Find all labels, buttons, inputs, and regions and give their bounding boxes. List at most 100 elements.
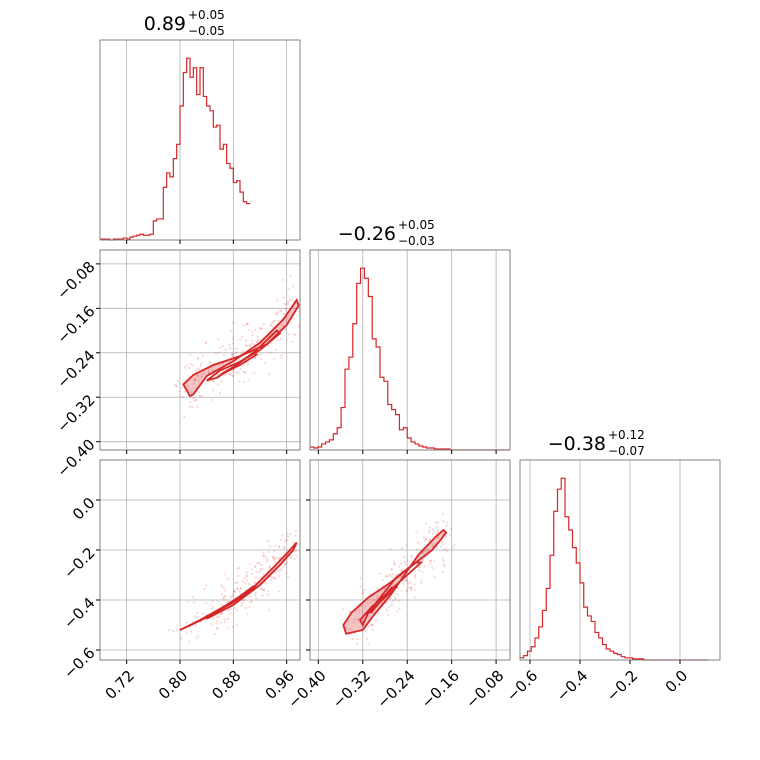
scatter-point (405, 579, 408, 583)
scatter-point (237, 371, 240, 374)
scatter-point (194, 379, 197, 383)
scatter-point (259, 353, 262, 356)
scatter-point (366, 601, 369, 605)
scatter-point (410, 554, 413, 557)
scatter-point (241, 580, 244, 583)
scatter-point (448, 533, 452, 536)
scatter-point (275, 348, 278, 351)
scatter-point (260, 327, 263, 330)
scatter-point (201, 375, 204, 378)
scatter-point (205, 341, 208, 344)
scatter-point (173, 383, 176, 386)
scatter-point (425, 522, 428, 525)
scatter-point (398, 565, 401, 568)
scatter-point (400, 569, 404, 572)
scatter-point (435, 530, 439, 534)
y-tick-label-p1: −0.24 (53, 347, 98, 392)
scatter-point (294, 534, 297, 537)
scatter-point (251, 339, 254, 342)
scatter-point (306, 565, 308, 567)
scatter-point (262, 588, 265, 591)
scatter-point (430, 565, 433, 568)
scatter-point (282, 565, 285, 568)
scatter-point (390, 601, 393, 605)
scatter-point (229, 612, 232, 615)
scatter-point (236, 581, 239, 584)
scatter-point (341, 608, 345, 611)
scatter-point (191, 397, 195, 400)
scatter-point (194, 616, 197, 619)
scatter-point (259, 358, 262, 361)
scatter-point (201, 612, 204, 615)
scatter-point (398, 607, 401, 610)
scatter-point (245, 571, 248, 574)
scatter-point (179, 395, 182, 398)
scatter-point (305, 556, 307, 558)
scatter-point (280, 356, 283, 360)
scatter-point (371, 623, 374, 626)
scatter-point (396, 593, 399, 596)
scatter-point (274, 571, 277, 574)
scatter-point (198, 368, 201, 371)
scatter-point (197, 379, 201, 382)
scatter-point (435, 525, 438, 528)
scatter-point (262, 323, 265, 326)
scatter-point (230, 353, 234, 356)
scatter-point (420, 578, 423, 581)
scatter-point (192, 364, 195, 367)
scatter-point (231, 355, 234, 358)
scatter-point (234, 607, 237, 610)
scatter-point (195, 369, 198, 373)
scatter-point (236, 587, 239, 591)
scatter-point (210, 622, 213, 626)
scatter-point (230, 373, 233, 376)
scatter-point (239, 352, 243, 355)
scatter-point (192, 399, 196, 402)
scatter-point (200, 375, 203, 378)
scatter-point (279, 568, 283, 571)
scatter-point (278, 545, 281, 548)
panel-frame (519, 459, 721, 661)
scatter-point (191, 405, 194, 409)
scatter-point (293, 557, 296, 561)
scatter-point (428, 526, 431, 529)
scatter-point (247, 329, 250, 332)
scatter-point (373, 598, 376, 602)
scatter-point (266, 558, 269, 561)
scatter-point (251, 333, 254, 337)
scatter-point (393, 596, 397, 600)
scatter-point (287, 333, 290, 336)
scatter-point (220, 612, 223, 615)
scatter-point (434, 521, 437, 524)
scatter-point (235, 371, 239, 374)
scatter-point (251, 342, 254, 345)
scatter-point (375, 596, 378, 599)
scatter-point (250, 600, 253, 603)
scatter-point (304, 533, 306, 535)
scatter-point (242, 370, 245, 373)
scatter-point (269, 351, 272, 355)
scatter-point (269, 565, 272, 568)
scatter-point (362, 590, 365, 593)
scatter-point (203, 587, 206, 590)
scatter-point (273, 358, 276, 361)
title-plus-p0: +0.05 (188, 8, 225, 22)
scatter-point (254, 593, 257, 596)
scatter-point (198, 394, 201, 397)
scatter-point (385, 609, 388, 612)
scatter-point (348, 610, 351, 613)
scatter-point (423, 565, 426, 568)
scatter-point (220, 611, 223, 615)
scatter-point (241, 599, 244, 602)
scatter-point (277, 319, 280, 322)
scatter-point (214, 632, 217, 636)
scatter-point (222, 596, 225, 599)
scatter-point (424, 537, 428, 540)
scatter-point (394, 598, 397, 601)
scatter-point (428, 531, 431, 534)
scatter-point (262, 589, 266, 592)
scatter-point (346, 619, 350, 623)
scatter-point (204, 341, 208, 344)
scatter-point (181, 395, 185, 399)
scatter-point (221, 363, 224, 366)
